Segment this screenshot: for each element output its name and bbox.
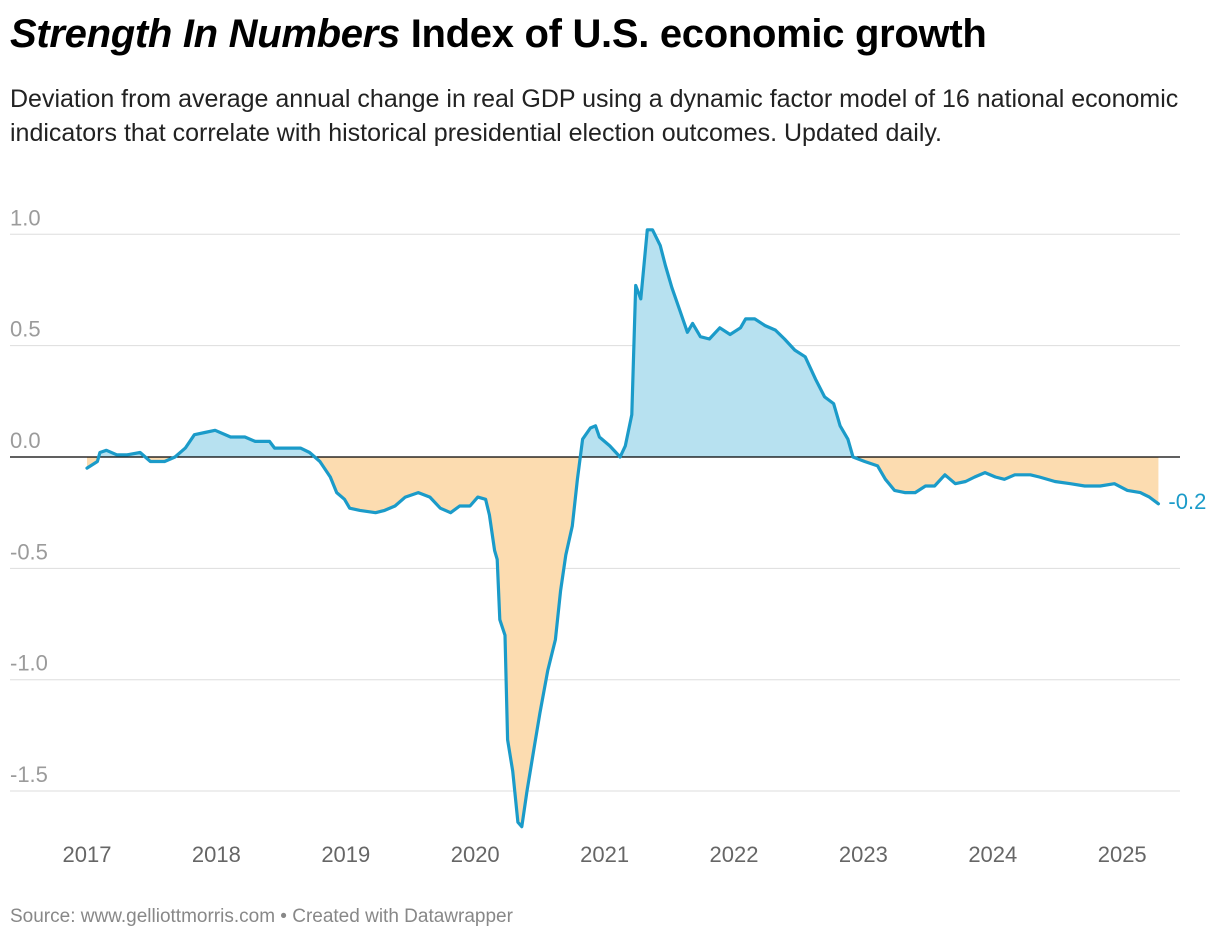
gridlines: [10, 233, 1180, 792]
x-tick-label: 2020: [451, 842, 500, 867]
tick-labels: 1.0 0.5 0.0 -0.5 -1.0 -1.5 2017 2018 2019 2020 202…: [10, 205, 1206, 867]
x-tick-label: 2018: [192, 842, 241, 867]
x-tick-label: 2019: [321, 842, 370, 867]
y-tick-label: 0.0: [10, 428, 41, 453]
series-line-group: [85, 228, 1161, 829]
y-tick-label: 0.5: [10, 317, 41, 342]
x-tick-label: 2023: [839, 842, 888, 867]
y-tick-label: -1.0: [10, 651, 48, 676]
y-tick-label: -1.5: [10, 762, 48, 787]
x-tick-label: 2025: [1098, 842, 1147, 867]
y-tick-label: -0.5: [10, 539, 48, 564]
positive-area: [87, 229, 1159, 457]
areas: [87, 229, 1159, 827]
last-value-label: -0.2: [1168, 489, 1206, 514]
chart-subtitle: Deviation from average annual change in …: [10, 85, 1179, 147]
y-tick-label: 1.0: [10, 205, 41, 230]
source-footer: Source: www.gelliottmorris.com • Created…: [10, 906, 513, 927]
title-rest: Index of U.S. economic growth: [399, 12, 987, 56]
chart-title: Strength In Numbers Index of U.S. econom…: [10, 12, 987, 57]
title-italic: Strength In Numbers: [10, 12, 400, 56]
x-tick-label: 2021: [580, 842, 629, 867]
series-line: [85, 228, 1161, 829]
negative-area: [87, 457, 1159, 827]
x-tick-label: 2024: [968, 842, 1017, 867]
x-tick-label: 2022: [710, 842, 759, 867]
x-tick-label: 2017: [63, 842, 112, 867]
